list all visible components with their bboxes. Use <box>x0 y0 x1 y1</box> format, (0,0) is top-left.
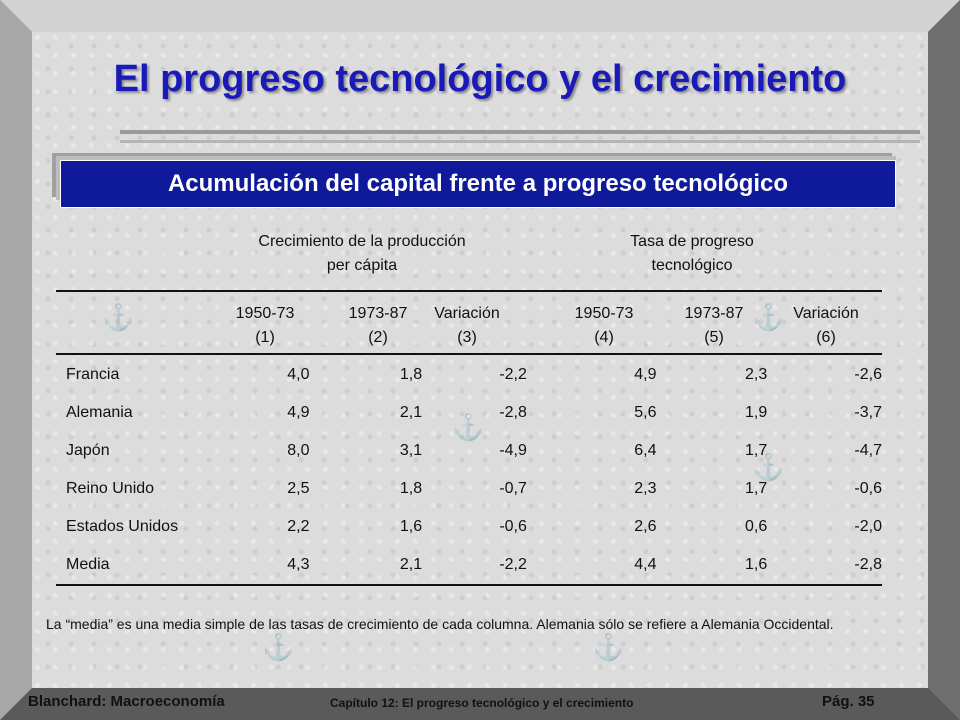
value-cell: -3,7 <box>854 404 882 421</box>
country-cell: Francia <box>66 366 120 383</box>
section-banner: Acumulación del capital frente a progres… <box>60 160 896 208</box>
value-cell: 2,1 <box>399 404 423 421</box>
frame-bottom-bevel <box>0 688 960 720</box>
value-cell: -4,7 <box>854 442 882 459</box>
value-cell: 2,2 <box>287 518 310 535</box>
footnote: La “media” es una media simple de las ta… <box>46 616 834 632</box>
column-header-number: (6) <box>816 329 836 346</box>
group-header-line: tecnológico <box>651 257 733 274</box>
section-banner-text: Acumulación del capital frente a progres… <box>167 170 789 197</box>
value-cell: -0,6 <box>854 480 882 497</box>
value-cell: 4,3 <box>287 556 310 573</box>
value-cell: 3,1 <box>399 442 423 459</box>
value-cell: 5,6 <box>634 404 657 421</box>
value-cell: 1,6 <box>399 518 423 535</box>
column-header: 1973-87 (5) <box>654 302 774 350</box>
column-header: 1950-73 (1) <box>205 302 325 350</box>
country-cell: Reino Unido <box>66 480 155 497</box>
column-header: Variación (3) <box>407 302 527 350</box>
table-rule-bottom <box>56 584 882 586</box>
value-cell: 1,7 <box>744 480 768 497</box>
value-cell: -4,9 <box>499 442 527 459</box>
group-header-output: Crecimiento de la producción per cápita <box>212 230 512 278</box>
value-cell: 1,9 <box>744 404 768 421</box>
watermark-anchor-icon: ⚓ <box>102 302 135 332</box>
value-cell: -2,2 <box>499 366 527 383</box>
value-cell: -2,0 <box>854 518 882 535</box>
value-cell: 2,6 <box>634 518 657 535</box>
column-header-number: (5) <box>704 329 724 346</box>
value-cell: -0,7 <box>499 480 527 497</box>
watermark-anchor-icon: ⚓ <box>592 632 625 662</box>
group-header-line: Crecimiento de la producción <box>258 233 466 250</box>
table-row: Media 4,3 2,1 -2,2 4,4 1,6 -2,8 <box>56 546 882 584</box>
frame-left-bevel <box>0 0 32 720</box>
column-header-label: 1973-87 <box>684 305 744 322</box>
value-cell: 1,7 <box>744 442 768 459</box>
watermark-anchor-icon: ⚓ <box>452 412 485 442</box>
value-cell: 1,8 <box>399 480 423 497</box>
frame-top-bevel <box>0 0 960 32</box>
footer-page-number: Pág. 35 <box>822 693 875 710</box>
data-table: Francia 4,0 1,8 -2,2 4,9 2,3 -2,6 Alemania 4,9 2,… <box>56 356 882 584</box>
value-cell: 4,9 <box>634 366 657 383</box>
value-cell: -0,6 <box>499 518 527 535</box>
column-header-number: (1) <box>255 329 275 346</box>
column-header-label: 1950-73 <box>574 305 634 322</box>
value-cell: 2,1 <box>399 556 423 573</box>
country-cell: Estados Unidos <box>66 518 179 535</box>
column-header-label: 1950-73 <box>235 305 295 322</box>
table-row: Francia 4,0 1,8 -2,2 4,9 2,3 -2,6 <box>56 356 882 394</box>
page-title: El progreso tecnológico y el crecimiento <box>113 58 847 100</box>
value-cell: -2,2 <box>499 556 527 573</box>
table-rule-header <box>56 353 882 355</box>
group-header-line: per cápita <box>326 257 398 274</box>
value-cell: 2,5 <box>287 480 310 497</box>
footer-chapter: Capítulo 12: El progreso tecnológico y e… <box>330 696 634 710</box>
value-cell: 0,6 <box>744 518 768 535</box>
watermark-anchor-icon: ⚓ <box>752 302 785 332</box>
value-cell: 2,3 <box>634 480 657 497</box>
column-header-number: (2) <box>368 329 388 346</box>
group-header-line: Tasa de progreso <box>630 233 754 250</box>
column-header: 1950-73 (4) <box>544 302 664 350</box>
table-row: Reino Unido 2,5 1,8 -0,7 2,3 1,7 -0,6 <box>56 470 882 508</box>
column-header: 1973-87 (2) <box>318 302 438 350</box>
value-cell: 6,4 <box>634 442 657 459</box>
value-cell: 4,0 <box>287 366 310 383</box>
country-cell: Japón <box>66 442 110 459</box>
title-divider <box>120 130 920 134</box>
value-cell: -2,6 <box>854 366 882 383</box>
value-cell: 4,9 <box>287 404 310 421</box>
column-header-number: (3) <box>457 329 477 346</box>
slide: ⚓ ⚓ ⚓ ⚓ ⚓ ⚓ El progreso tecnológico y el… <box>32 32 928 688</box>
value-cell: 4,4 <box>634 556 657 573</box>
column-header-label: Variación <box>793 305 859 322</box>
column-header-label: Variación <box>434 305 500 322</box>
value-cell: 1,8 <box>399 366 423 383</box>
footer-book: Blanchard: Macroeconomía <box>28 693 225 710</box>
column-header-number: (4) <box>594 329 614 346</box>
value-cell: 1,6 <box>744 556 768 573</box>
title-divider-secondary <box>120 140 920 143</box>
table-row: Estados Unidos 2,2 1,6 -0,6 2,6 0,6 -2,0 <box>56 508 882 546</box>
value-cell: -2,8 <box>854 556 882 573</box>
frame-right-bevel <box>928 0 960 720</box>
column-header-label: 1973-87 <box>348 305 408 322</box>
table-rule-top <box>56 290 882 292</box>
country-cell: Alemania <box>66 404 133 421</box>
column-header: Variación (6) <box>766 302 886 350</box>
value-cell: 8,0 <box>287 442 310 459</box>
watermark-anchor-icon: ⚓ <box>752 452 785 482</box>
group-header-tech: Tasa de progreso tecnológico <box>562 230 822 278</box>
watermark-anchor-icon: ⚓ <box>262 632 295 662</box>
table-row: Alemania 4,9 2,1 -2,8 5,6 1,9 -3,7 <box>56 394 882 432</box>
country-cell: Media <box>66 556 110 573</box>
table-row: Japón 8,0 3,1 -4,9 6,4 1,7 -4,7 <box>56 432 882 470</box>
value-cell: 2,3 <box>744 366 768 383</box>
value-cell: -2,8 <box>499 404 527 421</box>
